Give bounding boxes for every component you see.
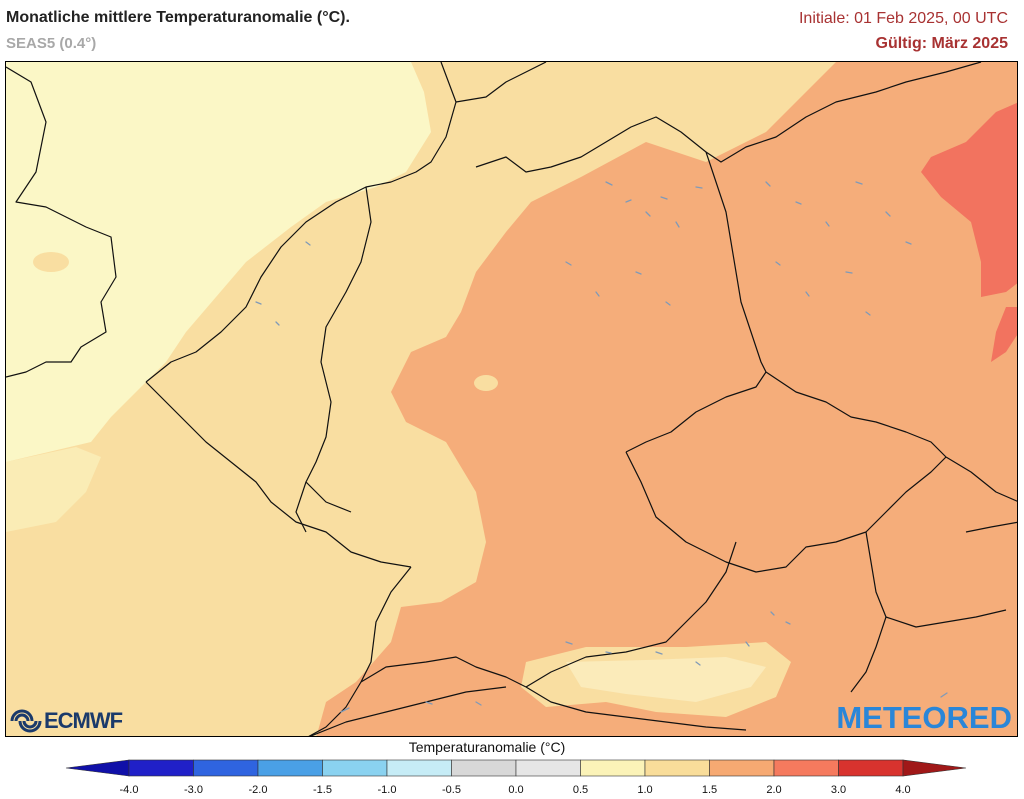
anomaly-area-2-0-3-0 xyxy=(921,102,1017,297)
legend-swatch xyxy=(386,759,452,777)
legend-swatch xyxy=(257,759,323,777)
anomaly-map[interactable] xyxy=(5,61,1018,737)
anomaly-area-1-5-2-0 xyxy=(316,62,1017,736)
legend-swatch xyxy=(451,759,517,777)
anomaly-area-0-5-1-0-west xyxy=(6,447,101,532)
legend-title: Temperaturanomalie (°C) xyxy=(408,739,566,755)
legend-swatch xyxy=(709,759,775,777)
legend-tick-label: -4.0 xyxy=(119,784,139,796)
ecmwf-logo-text: ECMWF xyxy=(44,708,123,733)
legend-swatch xyxy=(773,759,839,777)
ecmwf-swirl-icon xyxy=(10,709,42,733)
anomaly-area-2-0-3-0-small xyxy=(991,307,1017,362)
anomaly-spot-uk xyxy=(33,252,69,272)
legend-swatch xyxy=(193,759,259,777)
legend-tick-label: 0.5 xyxy=(572,784,589,796)
legend-tick-label: 3.0 xyxy=(830,784,847,796)
legend-tick-label: -1.0 xyxy=(377,784,397,796)
legend-swatch xyxy=(128,759,194,777)
legend-tick-label: -1.5 xyxy=(313,784,332,796)
legend-tick-label: -3.0 xyxy=(184,784,203,796)
anomaly-hole-central xyxy=(474,375,498,391)
initialization-time: Initiale: 01 Feb 2025, 00 UTC xyxy=(798,10,1008,27)
valid-period: Gültig: März 2025 xyxy=(875,35,1008,52)
legend-swatch xyxy=(515,759,581,777)
legend-swatch xyxy=(322,759,388,777)
legend-tick-label: 1.0 xyxy=(637,784,653,796)
country-borders xyxy=(6,62,1017,736)
meteored-logo: METEORED xyxy=(836,700,1012,735)
legend-tick-label: 4.0 xyxy=(895,784,911,796)
legend-swatch xyxy=(838,759,904,777)
model-subtitle: SEAS5 (0.4°) xyxy=(6,35,97,52)
legend-overflow-arrow xyxy=(902,759,967,777)
anomaly-area-alps-inner xyxy=(566,657,766,702)
legend-swatch xyxy=(644,759,710,777)
legend-underflow-arrow xyxy=(65,759,130,777)
anomaly-area-0-5-1-0 xyxy=(6,62,431,462)
map-title: Monatliche mittlere Temperaturanomalie (… xyxy=(6,9,350,26)
lakes xyxy=(255,181,948,713)
legend-tick-label: 2.0 xyxy=(766,784,782,796)
legend-tick-label: 0.0 xyxy=(508,784,524,796)
legend-tick-label: 1.5 xyxy=(701,784,718,796)
legend-swatch xyxy=(580,759,646,777)
legend-tick-label: -0.5 xyxy=(442,784,461,796)
ecmwf-logo: ECMWF xyxy=(10,708,123,734)
legend-tick-label: -2.0 xyxy=(248,784,268,796)
